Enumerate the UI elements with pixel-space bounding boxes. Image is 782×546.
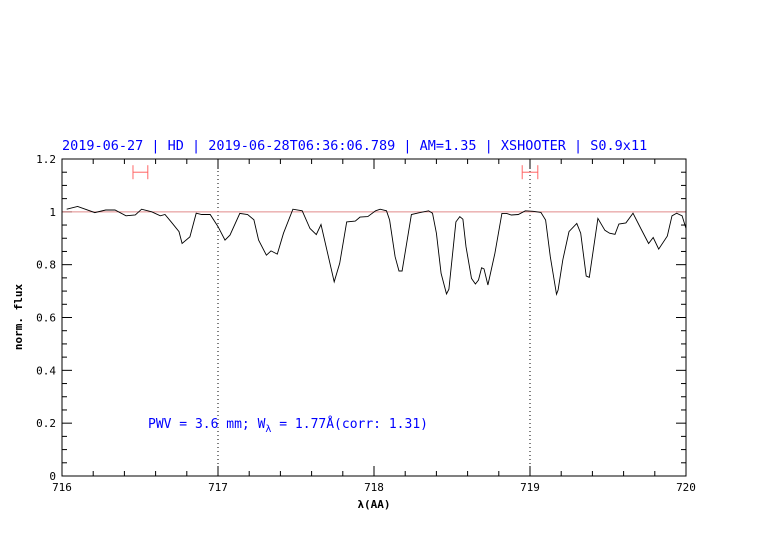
y-tick-label: 1.2 bbox=[36, 153, 56, 166]
y-tick-label: 1 bbox=[49, 206, 56, 219]
x-axis-label: λ(AA) bbox=[357, 498, 390, 511]
x-tick-label: 719 bbox=[520, 481, 540, 494]
y-tick-label: 0.4 bbox=[36, 364, 56, 377]
y-tick-label: 0 bbox=[49, 470, 56, 483]
spectrum-line bbox=[66, 206, 687, 297]
plot-frame bbox=[61, 158, 687, 477]
y-tick-label: 0.6 bbox=[36, 312, 56, 325]
lambda-subscript: λ bbox=[265, 424, 271, 435]
y-axis-label: norm. flux bbox=[12, 284, 25, 351]
equivalent-width-text: = 1.77Å(corr: 1.31) bbox=[271, 416, 428, 432]
y-tick-label: 0.8 bbox=[36, 259, 56, 272]
pwv-text: PWV = 3.6 mm; W bbox=[148, 417, 266, 432]
x-tick-label: 716 bbox=[52, 481, 72, 494]
x-tick-label: 717 bbox=[208, 481, 228, 494]
pwv-annotation: PWV = 3.6 mm; Wλ = 1.77Å(corr: 1.31) bbox=[148, 416, 428, 435]
y-tick-label: 0.2 bbox=[36, 417, 56, 430]
x-tick-label: 720 bbox=[676, 481, 696, 494]
x-tick-label: 718 bbox=[364, 481, 384, 494]
chart-title: 2019-06-27 | HD | 2019-06-28T06:36:06.78… bbox=[62, 138, 647, 154]
